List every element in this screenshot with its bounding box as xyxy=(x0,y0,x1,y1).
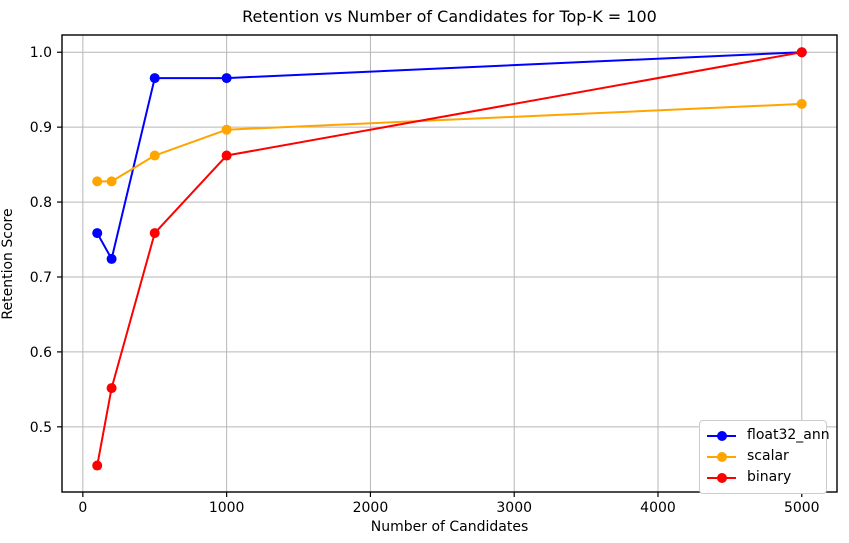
y-tick-label: 1.0 xyxy=(30,45,52,61)
legend-sample-line xyxy=(707,430,736,441)
legend-marker-dot xyxy=(716,451,727,462)
data-point-binary xyxy=(149,228,160,239)
chart-title: Retention vs Number of Candidates for To… xyxy=(242,7,657,26)
legend-marker-dot xyxy=(716,472,727,483)
legend-label: scalar xyxy=(747,448,789,464)
legend-label: float32_ann xyxy=(747,427,830,443)
data-point-float32_ann xyxy=(92,228,103,239)
data-point-binary xyxy=(796,47,807,58)
data-point-scalar xyxy=(221,124,232,135)
data-point-binary xyxy=(221,150,232,161)
data-point-float32_ann xyxy=(221,73,232,84)
data-point-scalar xyxy=(149,150,160,161)
data-point-scalar xyxy=(106,176,117,187)
data-point-binary xyxy=(106,383,117,394)
data-point-binary xyxy=(92,460,103,471)
series-line-binary xyxy=(96,51,802,466)
series-line-float32_ann xyxy=(96,51,802,260)
legend-item-float32_ann: float32_ann xyxy=(704,425,830,446)
legend-item-scalar: scalar xyxy=(704,446,818,467)
y-tick-label: 0.8 xyxy=(30,195,52,211)
x-axis-label: Number of Candidates xyxy=(370,519,529,535)
y-tick-label: 0.7 xyxy=(30,270,52,286)
x-tick-label: 2000 xyxy=(353,500,389,516)
legend-label: binary xyxy=(747,469,792,485)
y-tick-label: 0.5 xyxy=(30,420,52,436)
data-point-scalar xyxy=(796,98,807,109)
plot-border xyxy=(61,34,838,493)
y-axis-label: Retention Score xyxy=(0,208,16,320)
legend-item-binary: binary xyxy=(704,467,818,488)
data-point-float32_ann xyxy=(149,73,160,84)
x-tick-label: 3000 xyxy=(496,500,532,516)
x-tick-label: 5000 xyxy=(784,500,820,516)
x-tick-label: 4000 xyxy=(640,500,676,516)
x-tick-label: 1000 xyxy=(209,500,245,516)
legend-marker-dot xyxy=(716,430,727,441)
data-point-float32_ann xyxy=(106,253,117,264)
x-tick-label: 0 xyxy=(78,500,87,516)
data-point-scalar xyxy=(92,176,103,187)
y-tick-label: 0.6 xyxy=(30,345,52,361)
legend-sample-line xyxy=(707,451,736,462)
y-tick-label: 0.9 xyxy=(30,120,52,136)
legend-sample-line xyxy=(707,472,736,483)
